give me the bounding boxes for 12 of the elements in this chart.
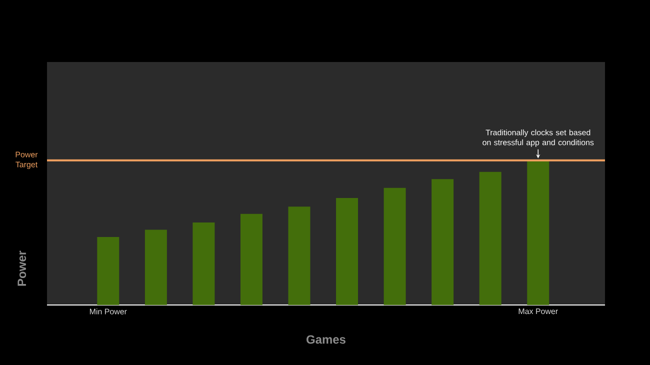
- bar: [384, 188, 406, 305]
- bar: [192, 222, 215, 305]
- bar: [288, 206, 310, 305]
- bar: [240, 214, 262, 305]
- x-axis-title: Games: [306, 335, 346, 344]
- bar: [432, 179, 454, 305]
- bar: [479, 172, 502, 305]
- bar: [97, 237, 120, 305]
- bar: [336, 198, 358, 305]
- y-axis-title: Power: [18, 250, 26, 286]
- bar: [527, 160, 550, 305]
- bar: [144, 230, 167, 305]
